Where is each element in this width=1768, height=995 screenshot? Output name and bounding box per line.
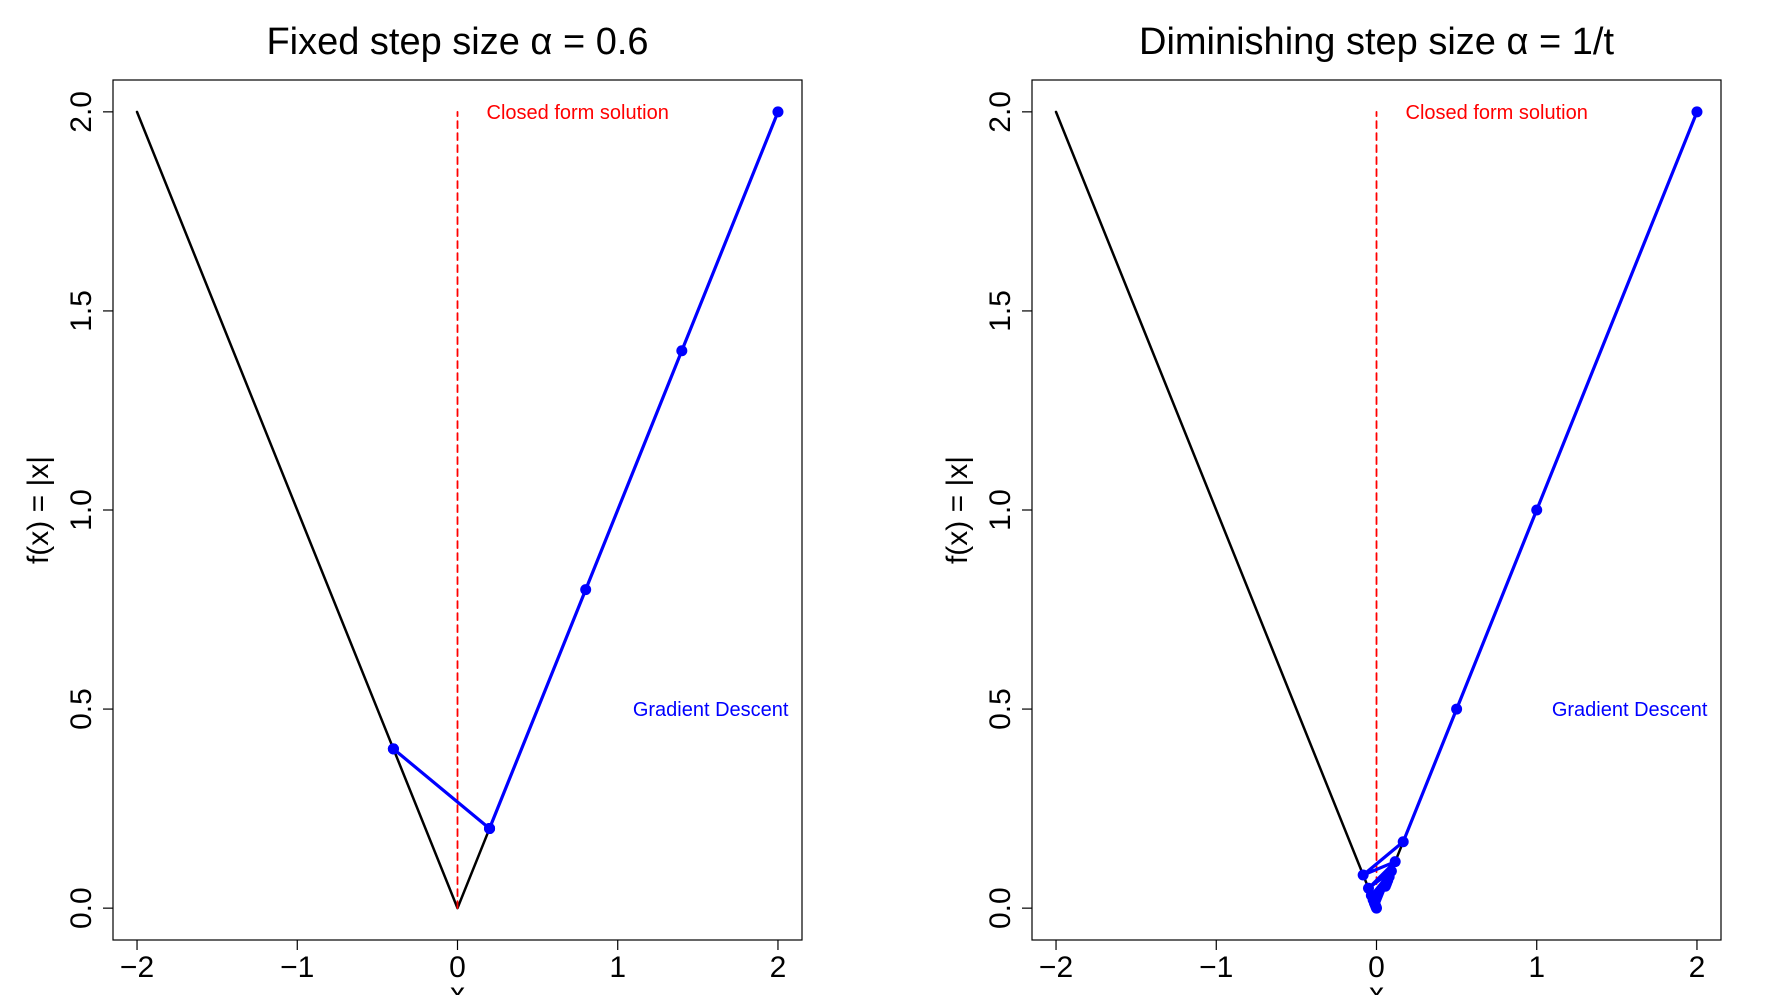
path-line <box>391 110 780 831</box>
path-point <box>484 823 496 835</box>
path-point <box>1531 504 1543 516</box>
path-point <box>1389 856 1401 868</box>
y-tick-label: 0.5 <box>65 688 98 730</box>
path-point <box>1371 902 1382 914</box>
chart-panel-1: Fixed step size α = 0.6 −2 −1 0 1 2 x 0.0 0.5 1.0… <box>22 21 803 995</box>
x-tick-label: 1 <box>609 951 626 984</box>
annotation-label: Closed form solution <box>1406 102 1588 124</box>
path-point <box>1357 869 1369 881</box>
path-point <box>1451 703 1463 715</box>
path-point <box>676 345 688 357</box>
x-axis-label: x <box>450 977 465 995</box>
y-tick-label: 2.0 <box>65 91 98 133</box>
y-axis-label: f(x) = |x| <box>22 456 55 564</box>
y-tick-label: 2.0 <box>984 91 1017 133</box>
path-point <box>1379 880 1391 892</box>
chart-title: Fixed step size α = 0.6 <box>266 21 648 63</box>
path-point <box>387 743 399 755</box>
x-tick-label: −1 <box>1199 951 1233 984</box>
path-point <box>580 584 592 596</box>
x-tick-label: 1 <box>1528 951 1545 984</box>
x-tick-label: 2 <box>1689 951 1706 984</box>
y-tick-label: 1.5 <box>65 290 98 332</box>
y-axis-label: f(x) = |x| <box>941 456 974 564</box>
path-point <box>1691 106 1703 118</box>
path-line <box>1361 110 1699 910</box>
x-tick-label: 0 <box>449 951 466 984</box>
x-tick-label: −2 <box>120 951 154 984</box>
chart-panel-2: Diminishing step size α = 1/t −2 −1 0 1 2 x 0.0… <box>941 21 1722 995</box>
annotation-label: Gradient Descent <box>633 699 789 721</box>
x-tick-label: 2 <box>770 951 787 984</box>
y-tick-label: 1.5 <box>984 290 1017 332</box>
x-axis-label: x <box>1369 977 1384 995</box>
y-tick-label: 0.0 <box>984 887 1017 929</box>
x-tick-label: −1 <box>280 951 314 984</box>
x-tick-label: 0 <box>1368 951 1385 984</box>
y-tick-label: 0.5 <box>984 688 1017 730</box>
y-tick-label: 1.0 <box>65 489 98 531</box>
annotation-label: Closed form solution <box>487 102 669 124</box>
x-tick-label: −2 <box>1039 951 1073 984</box>
path-point <box>772 106 784 118</box>
annotation-label: Gradient Descent <box>1552 699 1708 721</box>
y-tick-label: 0.0 <box>65 887 98 929</box>
chart-title: Diminishing step size α = 1/t <box>1139 21 1614 63</box>
y-tick-label: 1.0 <box>984 489 1017 531</box>
path-point <box>1397 836 1409 848</box>
